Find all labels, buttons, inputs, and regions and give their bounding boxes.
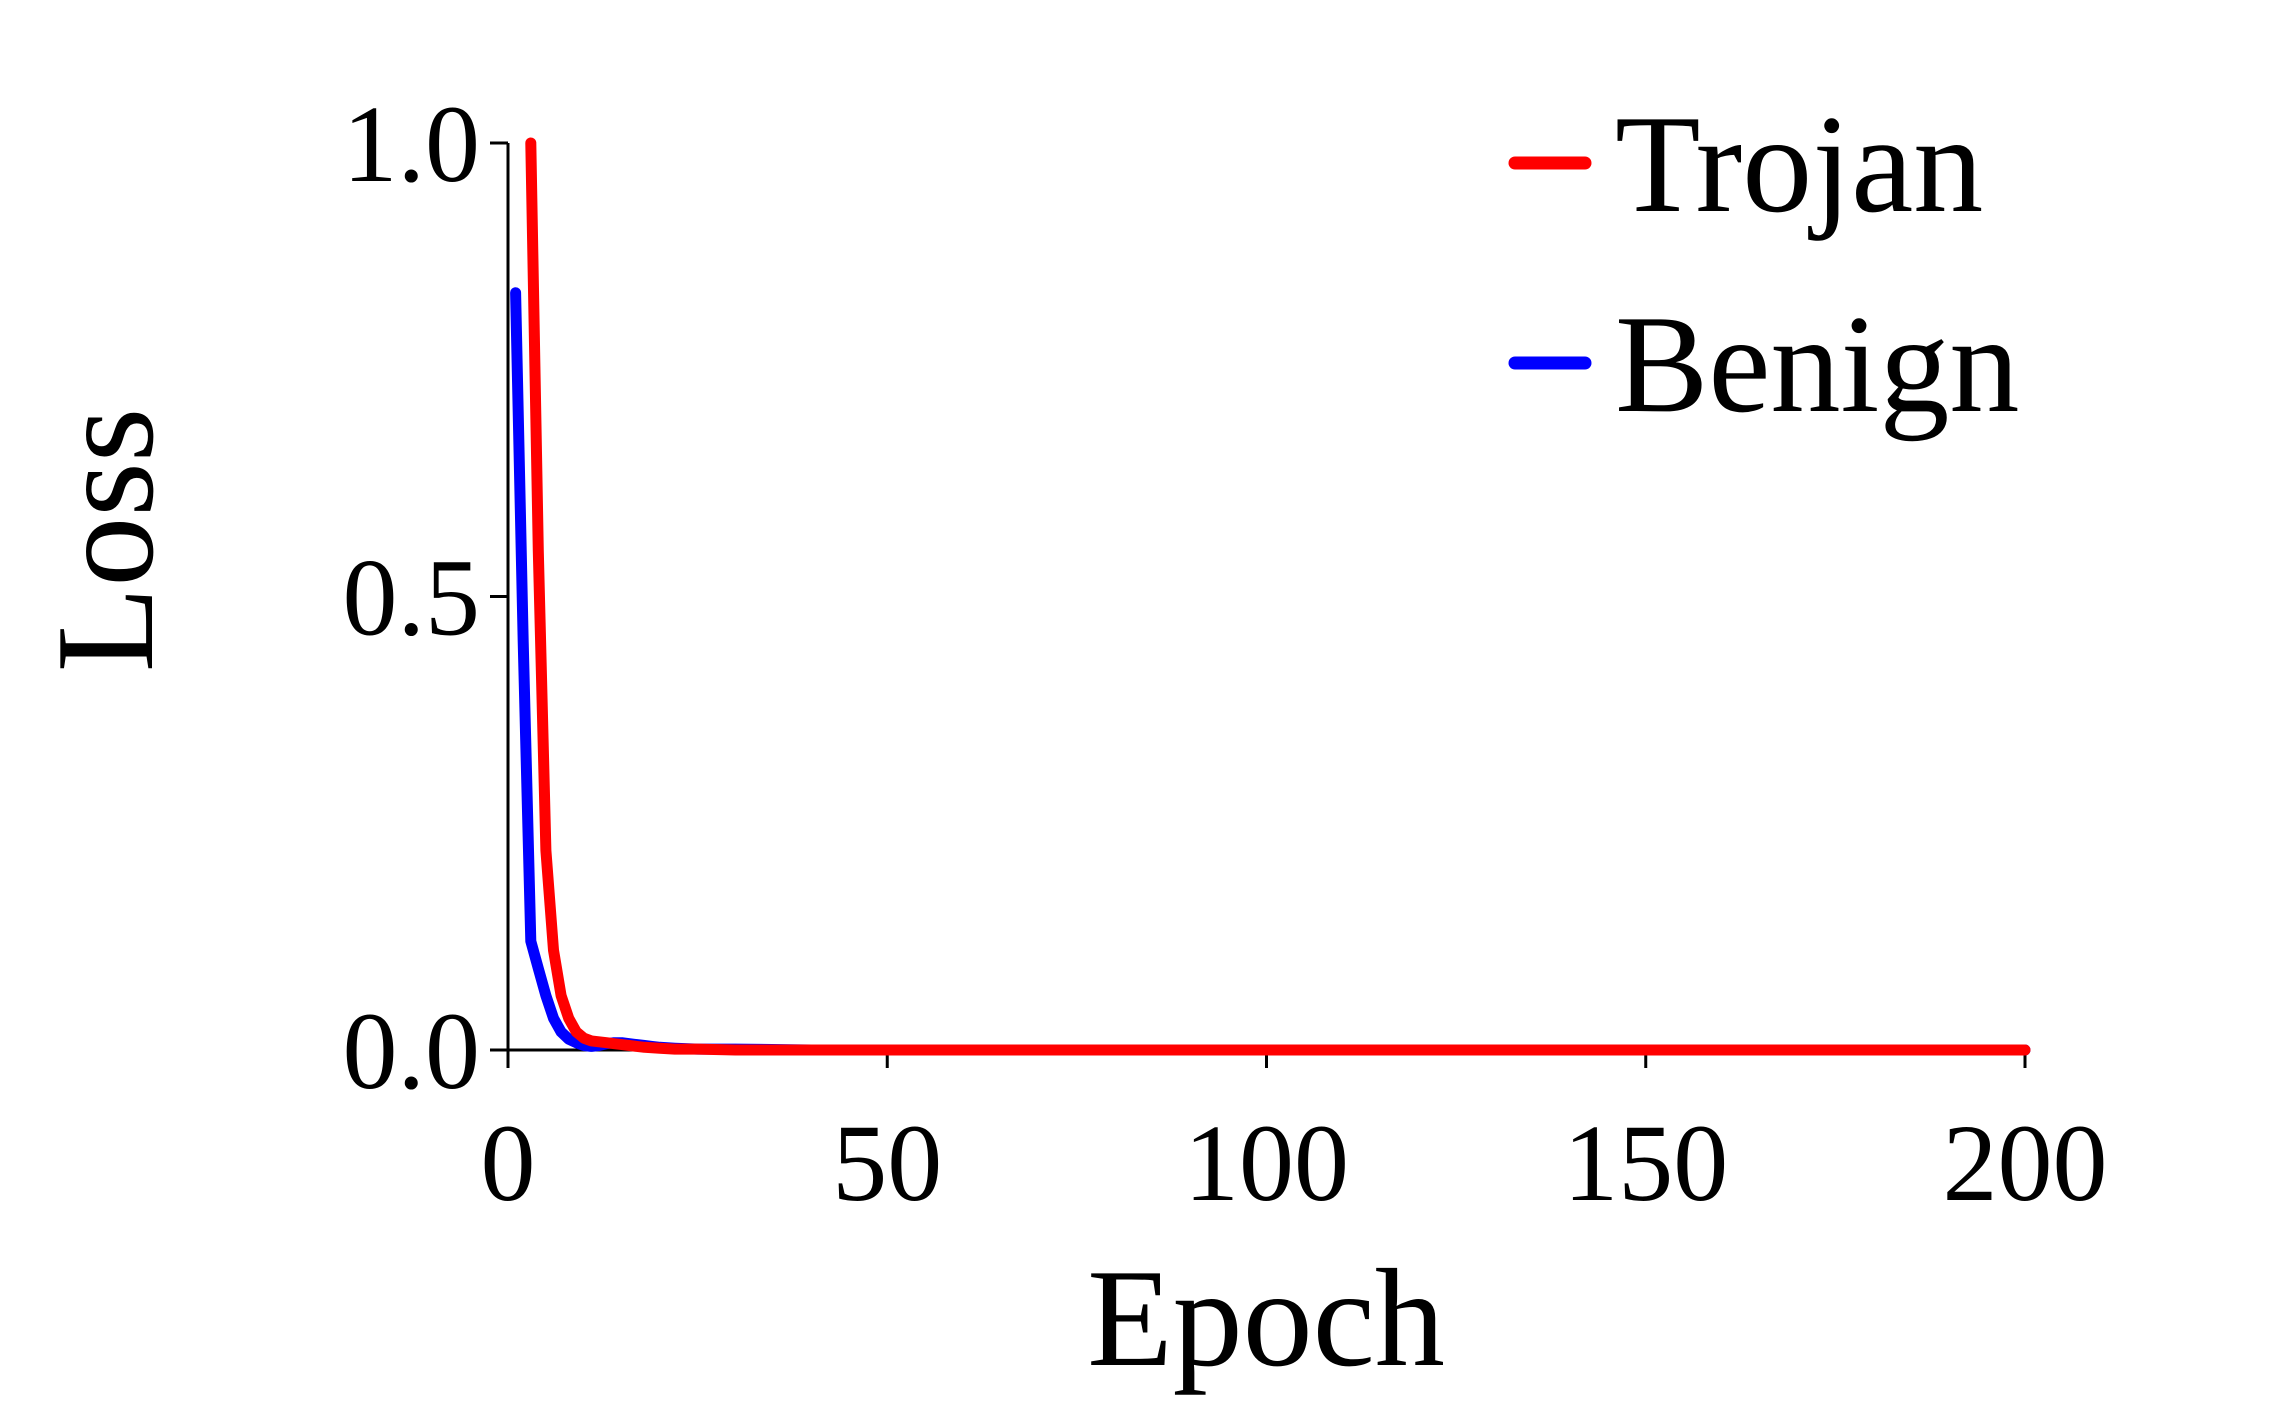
x-ticks: 0 50 100 150 200 — [481, 1050, 2108, 1224]
legend-label-benign: Benign — [1615, 287, 2019, 442]
x-tick-label: 0 — [481, 1102, 536, 1224]
x-tick-label: 200 — [1943, 1102, 2108, 1224]
legend-label-trojan: Trojan — [1615, 87, 1983, 242]
x-tick-label: 150 — [1563, 1102, 1728, 1224]
plot-area: 0.0 0.5 1.0 0 50 100 150 200 — [343, 83, 2108, 1224]
x-tick-label: 100 — [1184, 1102, 1349, 1224]
y-ticks: 0.0 0.5 1.0 — [343, 83, 508, 1112]
legend: Trojan Benign — [1508, 87, 2019, 442]
y-tick-label: 1.0 — [343, 83, 481, 205]
series-line-trojan — [525, 137, 2031, 1056]
y-tick-label: 0.5 — [343, 537, 481, 659]
y-tick-label: 0.0 — [343, 990, 481, 1112]
series-layer — [510, 137, 2031, 1056]
x-axis-title: Epoch — [1087, 1241, 1445, 1396]
y-axis-title: Loss — [28, 408, 183, 672]
x-tick-label: 50 — [832, 1102, 942, 1224]
